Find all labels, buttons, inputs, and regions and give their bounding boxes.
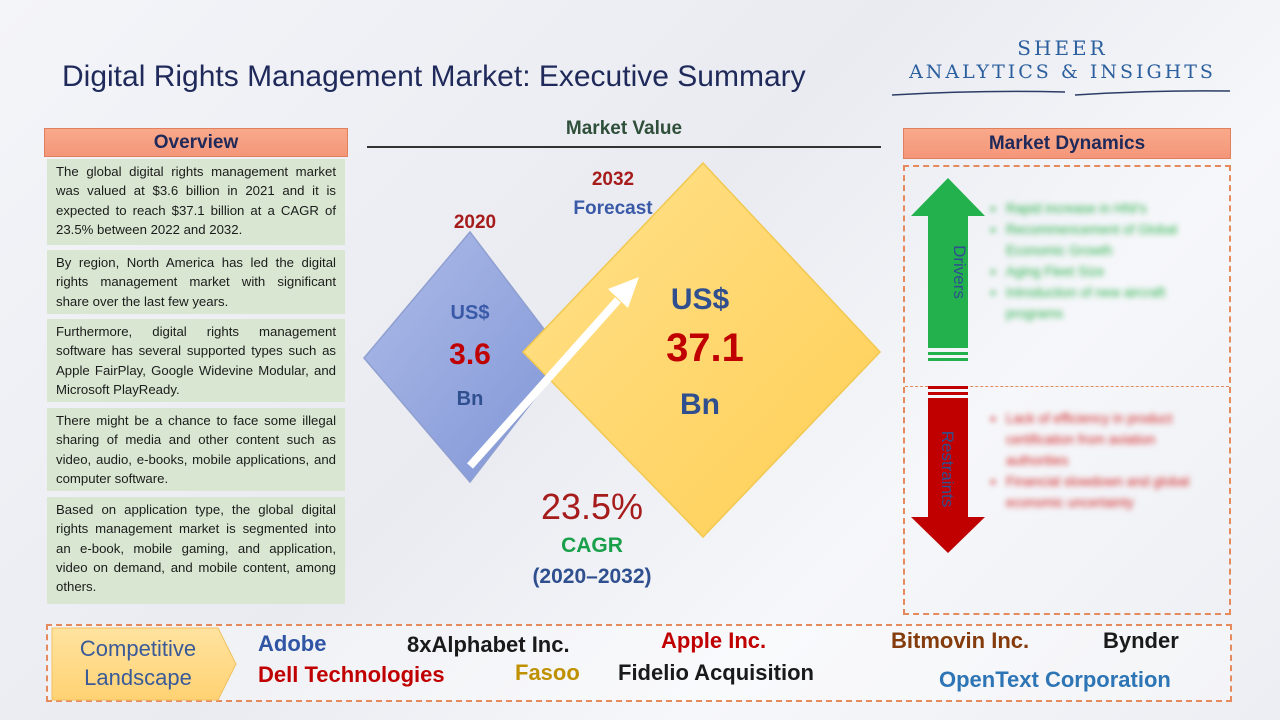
growth-arrow-head-icon bbox=[608, 277, 639, 308]
company-name: Dell Technologies bbox=[258, 662, 445, 687]
company-logo: SHEER ANALYTICS & INSIGHTS bbox=[890, 36, 1235, 106]
market-dynamics-header: Market Dynamics bbox=[903, 128, 1231, 159]
competitive-label-line1: Competitive bbox=[80, 636, 196, 661]
overview-paragraph: The global digital rights management mar… bbox=[47, 159, 345, 245]
forecast-value: 37.1 bbox=[666, 326, 744, 370]
base-year-label: 2020 bbox=[453, 212, 497, 233]
restraint-item: Lack of efficiency in product certificat… bbox=[1006, 408, 1215, 471]
restraints-arrow-icon: Restraints bbox=[911, 386, 985, 553]
market-value-header: Market Value bbox=[565, 118, 683, 139]
driver-item: Rapid increase in HNI's bbox=[1006, 198, 1215, 219]
competitive-label-line2: Landscape bbox=[84, 665, 192, 690]
logo-swoosh-icon bbox=[891, 90, 1231, 96]
market-value-divider bbox=[367, 146, 881, 148]
page-title: Digital Rights Management Market: Execut… bbox=[62, 60, 806, 93]
overview-header: Overview bbox=[44, 128, 348, 157]
drivers-arrow-icon: Drivers bbox=[911, 178, 985, 361]
drivers-list: Rapid increase in HNI's Recommencement o… bbox=[990, 198, 1215, 324]
logo-line-2: ANALYTICS & INSIGHTS bbox=[909, 61, 1216, 83]
overview-paragraph: There might be a chance to face some ill… bbox=[47, 408, 345, 491]
company-name: Apple Inc. bbox=[661, 628, 767, 653]
cagr-value: 23.5% bbox=[540, 486, 644, 527]
cagr-label: CAGR bbox=[561, 534, 623, 557]
driver-item: Introduction of new aircraft programs bbox=[1006, 282, 1215, 324]
competitive-landscape-tag: Competitive Landscape bbox=[51, 627, 237, 701]
driver-item: Aging Fleet Size bbox=[1006, 261, 1215, 282]
overview-paragraph: Furthermore, digital rights management s… bbox=[47, 319, 345, 402]
dynamics-divider bbox=[905, 386, 1229, 387]
market-value-graphic bbox=[363, 161, 882, 539]
restraints-label: Restraints bbox=[938, 431, 957, 508]
company-name: Bitmovin Inc. bbox=[891, 628, 1030, 653]
overview-paragraph: By region, North America has led the dig… bbox=[47, 250, 345, 314]
company-name: 8xAlphabet Inc. bbox=[407, 632, 570, 657]
forecast-year-label: 2032 bbox=[591, 169, 635, 190]
overview-paragraph: Based on application type, the global di… bbox=[47, 497, 345, 604]
company-name: OpenText Corporation bbox=[939, 667, 1171, 692]
drivers-label: Drivers bbox=[950, 245, 969, 299]
company-name: Fidelio Acquisition bbox=[618, 660, 814, 685]
restraint-item: Financial slowdown and global economic u… bbox=[1006, 471, 1215, 513]
forecast-currency: US$ bbox=[670, 283, 730, 316]
forecast-label: Forecast bbox=[573, 198, 653, 219]
forecast-unit: Bn bbox=[680, 388, 720, 421]
growth-arrow-icon bbox=[467, 297, 621, 469]
forecast-diamond bbox=[521, 161, 882, 539]
base-currency: US$ bbox=[450, 302, 490, 324]
logo-line-1: SHEER bbox=[1017, 36, 1108, 60]
restraints-list: Lack of efficiency in product certificat… bbox=[990, 408, 1215, 513]
company-name: Fasoo bbox=[515, 660, 580, 685]
company-name: Adobe bbox=[258, 631, 327, 656]
driver-item: Recommencement of Global Economic Growth bbox=[1006, 219, 1215, 261]
base-value: 3.6 bbox=[449, 338, 491, 371]
company-name: Bynder bbox=[1103, 628, 1179, 653]
competitive-landscape-panel bbox=[46, 624, 1232, 702]
cagr-period: (2020–2032) bbox=[532, 565, 652, 588]
market-dynamics-panel bbox=[903, 165, 1231, 615]
base-unit: Bn bbox=[456, 388, 484, 410]
